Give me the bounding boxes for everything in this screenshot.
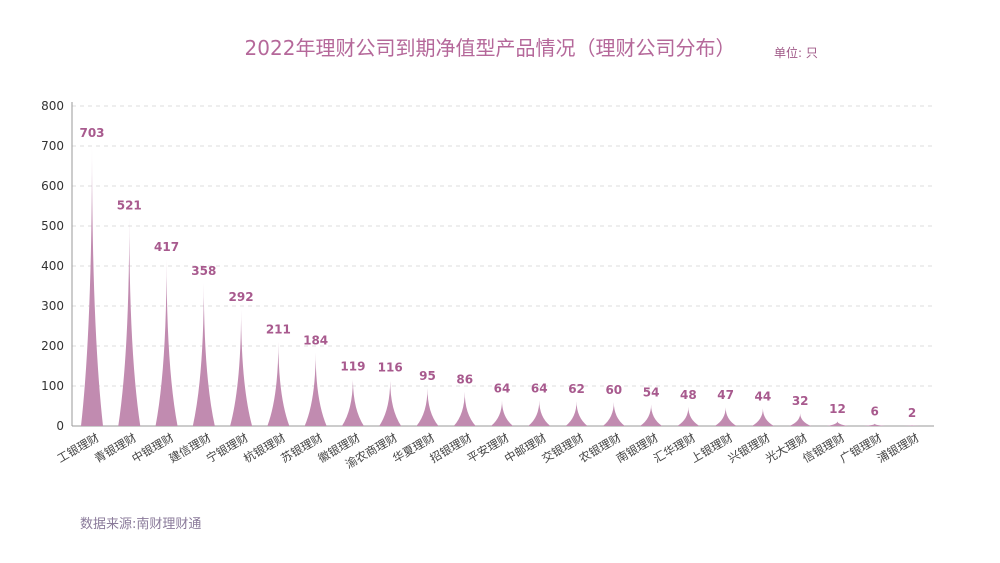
y-tick-label: 700 (41, 139, 64, 153)
bar (640, 404, 663, 426)
bar (304, 352, 327, 426)
bar (118, 217, 141, 426)
bar (714, 407, 737, 426)
data-label: 211 (266, 323, 291, 337)
bar (192, 282, 215, 426)
data-label: 12 (829, 402, 846, 416)
data-label: 60 (605, 383, 622, 397)
data-label: 6 (871, 405, 879, 419)
grid-lines (72, 105, 934, 387)
x-tick-label: 农银理财 (576, 430, 623, 465)
y-tick-label: 500 (41, 219, 64, 233)
x-tick-label: 汇华理财 (651, 430, 698, 465)
x-tick-label: 青银理财 (92, 430, 139, 465)
data-label: 95 (419, 369, 436, 383)
bar (863, 423, 886, 426)
bar (379, 379, 402, 426)
y-tick-label: 300 (41, 299, 64, 313)
bar (491, 400, 513, 426)
bar (453, 391, 476, 426)
bars (81, 144, 923, 427)
data-label: 48 (680, 388, 697, 402)
y-tick-label: 200 (41, 339, 64, 353)
x-tick-label: 工银理财 (55, 430, 102, 465)
data-label: 32 (792, 394, 809, 408)
x-tick-label: 苏银理财 (278, 430, 325, 465)
source-note: 数据来源:南财理财通 (80, 517, 202, 532)
data-label: 64 (531, 381, 548, 395)
x-tick-label: 南银理财 (614, 430, 661, 465)
x-tick-label: 浦银理财 (875, 430, 922, 465)
data-label: 54 (643, 385, 660, 399)
x-tick-label: 中银理财 (129, 430, 176, 465)
bar (602, 402, 625, 426)
x-tick-label: 华夏理财 (390, 430, 437, 465)
data-label: 358 (191, 264, 216, 278)
data-label: 292 (229, 290, 254, 304)
bar (81, 144, 103, 427)
data-label: 47 (717, 388, 734, 402)
x-tick-label: 交银理财 (539, 430, 586, 465)
bar (789, 413, 812, 426)
data-label: 184 (303, 333, 328, 347)
y-tick-label: 100 (41, 379, 64, 393)
data-label: 119 (340, 359, 365, 373)
bar (267, 341, 290, 426)
data-label: 62 (568, 382, 585, 396)
data-label: 417 (154, 240, 179, 254)
y-tick-label: 0 (56, 419, 64, 433)
x-tick-label: 宁银理财 (204, 430, 251, 465)
bar (528, 400, 551, 426)
y-tick-label: 800 (41, 99, 64, 113)
x-tick-label: 平安理财 (465, 430, 512, 465)
x-tick-label: 广银理财 (837, 430, 884, 465)
unit-label: 单位: 只 (774, 46, 818, 60)
x-tick-label: 招银理财 (427, 430, 474, 465)
bar (155, 259, 178, 426)
x-tick-label: 信银理财 (800, 430, 847, 465)
bar (565, 401, 588, 426)
x-tick-label: 杭银理财 (241, 430, 288, 465)
bar (416, 388, 439, 426)
bar (826, 421, 849, 426)
x-tick-label: 中邮理财 (502, 430, 549, 465)
chart-title: 2022年理财公司到期净值型产品情况（理财公司分布） (244, 36, 736, 60)
bar (341, 378, 364, 426)
data-label: 86 (456, 373, 473, 387)
x-tick-label: 建信理财 (166, 430, 213, 465)
data-label: 2 (908, 406, 916, 420)
data-label: 44 (755, 389, 772, 403)
bar (230, 309, 253, 426)
x-tick-label: 光大理财 (763, 430, 810, 465)
bar (901, 425, 923, 426)
x-tick-label: 上银理财 (688, 430, 735, 465)
x-tick-label: 兴银理财 (726, 430, 773, 465)
data-label: 64 (494, 381, 511, 395)
data-label: 703 (79, 126, 104, 140)
y-tick-label: 600 (41, 179, 64, 193)
bar (751, 408, 774, 426)
data-label: 116 (378, 361, 403, 375)
y-tick-label: 400 (41, 259, 64, 273)
labels: 703 工银理财 521 青银理财 417 中银理财 358 建信理财 292 宁银理财 211 杭银… (55, 126, 922, 472)
data-label: 521 (117, 199, 142, 213)
bar (677, 406, 700, 426)
